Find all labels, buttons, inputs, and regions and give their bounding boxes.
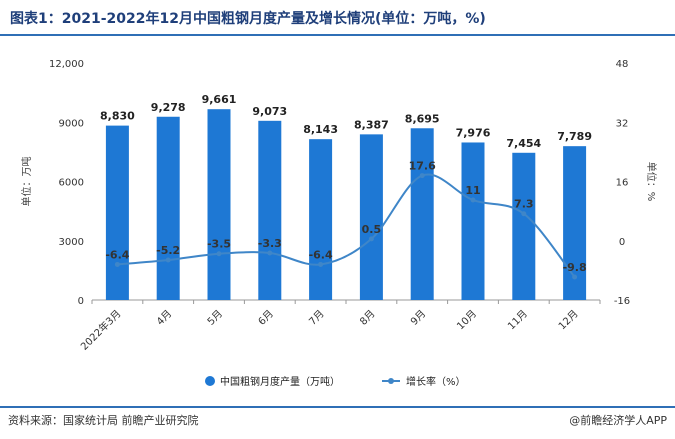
y-right-tick-label: 32	[616, 118, 629, 129]
x-tick-label: 12月	[556, 308, 581, 333]
bar-series	[105, 109, 587, 301]
legend: 中国粗钢月度产量（万吨） 增长率（%）	[205, 375, 466, 388]
growth-value-label: -9.8	[563, 261, 587, 274]
bar	[156, 116, 180, 301]
source-note: 资料来源：国家统计局 前瞻产业研究院	[8, 414, 199, 427]
bar-value-label: 9,073	[252, 105, 287, 118]
brand-credit: @前瞻经济学人APP	[569, 414, 667, 427]
x-tick-label: 11月	[505, 308, 530, 333]
legend-bar-label: 中国粗钢月度产量（万吨）	[220, 375, 340, 388]
growth-value-label: -3.3	[258, 237, 282, 250]
growth-point	[318, 261, 324, 267]
bar-value-label: 8,695	[405, 112, 440, 125]
x-tick-label: 4月	[154, 308, 174, 328]
bar-value-label: 7,976	[456, 126, 491, 139]
y-right-axis-title: 单位：%	[645, 162, 658, 202]
growth-value-label: -6.4	[309, 248, 333, 261]
growth-line	[117, 173, 576, 278]
legend-line-dot	[388, 378, 394, 384]
x-tick-label: 2022年3月	[78, 307, 124, 353]
growth-value-label: 7.3	[514, 198, 534, 211]
growth-point	[572, 274, 578, 280]
growth-point	[470, 197, 476, 203]
bar	[512, 152, 536, 300]
legend-line-label: 增长率（%）	[406, 375, 466, 388]
bar	[258, 120, 282, 300]
bar-value-label: 9,278	[151, 101, 186, 114]
legend-bar-marker	[205, 376, 215, 386]
data-labels: 8,830 9,278 9,661 9,073 8,143 8,387 8,695 7,976…	[100, 93, 592, 274]
bar	[105, 125, 129, 300]
growth-value-label: 17.6	[409, 160, 436, 173]
bar	[309, 139, 333, 300]
y-left-tick-label: 0	[78, 296, 84, 307]
line-series	[114, 173, 578, 280]
growth-value-label: -5.2	[156, 244, 180, 257]
growth-point	[165, 257, 171, 263]
growth-point	[216, 251, 222, 257]
growth-point	[114, 261, 120, 267]
y-left-tick-label: 9000	[59, 118, 84, 129]
y-right-tick-label: 16	[616, 178, 629, 189]
bar-value-label: 7,454	[506, 137, 541, 150]
x-tick-label: 7月	[307, 308, 327, 328]
y-right-tick-label: 0	[619, 237, 625, 248]
bar	[207, 109, 231, 300]
growth-point	[521, 211, 527, 217]
bar	[410, 128, 434, 300]
page-title: 图表1：2021-2022年12月中国粗钢月度产量及增长情况(单位：万吨，%)	[10, 11, 486, 27]
growth-point	[419, 173, 425, 179]
y-right-tick-label: -16	[614, 296, 630, 307]
bar-value-label: 8,387	[354, 118, 389, 131]
x-tick-label: 6月	[256, 308, 276, 328]
y-left-tick-label: 6000	[59, 178, 84, 189]
bar-value-label: 9,661	[202, 93, 237, 106]
x-tick-label: 5月	[205, 308, 225, 328]
y-left-tick-label: 12,000	[49, 59, 84, 70]
x-tick-label: 9月	[408, 308, 428, 328]
header-divider	[0, 34, 675, 36]
bar	[461, 142, 485, 300]
bar-value-label: 8,830	[100, 110, 135, 123]
y-right-tick-label: 48	[616, 59, 629, 70]
growth-point	[368, 236, 374, 242]
growth-value-label: -6.4	[105, 248, 129, 261]
growth-value-label: 11	[465, 184, 480, 197]
y-left-tick-label: 3000	[59, 237, 84, 248]
y-left-axis-title: 单位：万吨	[20, 157, 33, 207]
bar-value-label: 8,143	[303, 123, 338, 136]
bar	[563, 146, 587, 300]
growth-value-label: -3.5	[207, 238, 231, 251]
growth-point	[267, 250, 273, 256]
bar-value-label: 7,789	[557, 130, 592, 143]
footer-divider	[0, 406, 675, 408]
x-tick-label: 10月	[455, 308, 480, 333]
bar	[359, 134, 383, 300]
x-tick-label: 8月	[357, 308, 377, 328]
growth-value-label: 0.5	[362, 223, 382, 236]
